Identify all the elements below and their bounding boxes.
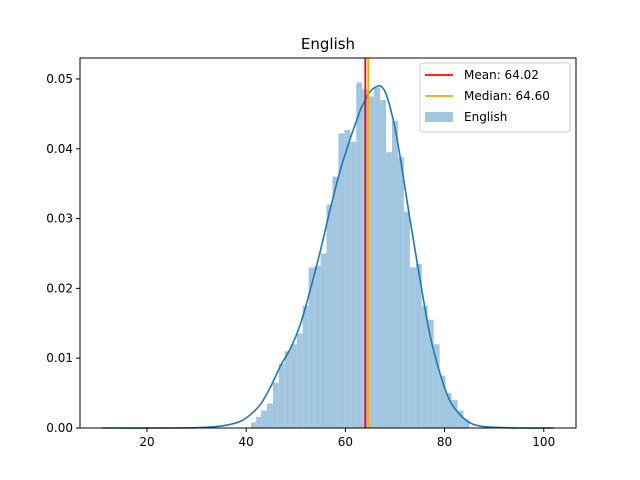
histogram-bar-24 [392, 121, 398, 428]
histogram-bar-5 [279, 364, 285, 428]
histogram-bars [251, 82, 469, 428]
y-tick-label: 0.01 [46, 351, 73, 365]
legend-swatch-2 [425, 112, 453, 122]
y-tick-label: 0.04 [46, 142, 73, 156]
legend-label-1: Median: 64.60 [464, 89, 550, 103]
y-tick-label: 0.05 [46, 72, 73, 86]
legend-label-2: English [464, 110, 507, 124]
histogram-bar-1 [256, 417, 261, 428]
histogram-bar-3 [267, 404, 273, 428]
histogram-bar-14 [332, 177, 338, 428]
histogram-bar-23 [386, 152, 392, 428]
histogram-bar-26 [404, 212, 410, 428]
x-axis: 20 40 60 80 100 [139, 428, 555, 449]
x-tick-label: 40 [239, 435, 254, 449]
x-tick-label: 20 [139, 435, 154, 449]
histogram-bar-25 [398, 157, 404, 428]
chart-title: English [301, 35, 355, 53]
histogram-bar-16 [344, 130, 350, 428]
legend: Mean: 64.02 Median: 64.60 English [420, 63, 570, 132]
y-axis: 0.00 0.01 0.02 0.03 0.04 0.05 [46, 72, 80, 435]
y-tick-label: 0.02 [46, 281, 73, 295]
histogram-bar-13 [327, 205, 333, 428]
x-tick-label: 80 [437, 435, 452, 449]
histogram-bar-6 [285, 351, 291, 428]
histogram-bar-11 [315, 266, 321, 428]
histogram-bar-27 [410, 267, 416, 428]
x-tick-label: 100 [532, 435, 555, 449]
histogram-bar-2 [261, 411, 267, 428]
histogram-bar-18 [356, 82, 362, 428]
histogram-bar-0 [251, 422, 256, 428]
histogram-bar-9 [303, 306, 309, 428]
histogram-bar-21 [374, 87, 380, 428]
histogram-bar-8 [297, 334, 303, 428]
histogram-bar-12 [321, 253, 327, 428]
histogram-bar-15 [338, 133, 344, 428]
histogram-bar-7 [291, 344, 297, 428]
histogram-bar-22 [380, 100, 386, 428]
x-tick-label: 60 [338, 435, 353, 449]
histogram-bar-29 [422, 306, 428, 428]
y-tick-label: 0.03 [46, 212, 73, 226]
histogram-bar-17 [350, 142, 356, 428]
histogram-bar-4 [273, 383, 279, 428]
legend-label-0: Mean: 64.02 [464, 68, 539, 82]
y-tick-label: 0.00 [46, 421, 73, 435]
